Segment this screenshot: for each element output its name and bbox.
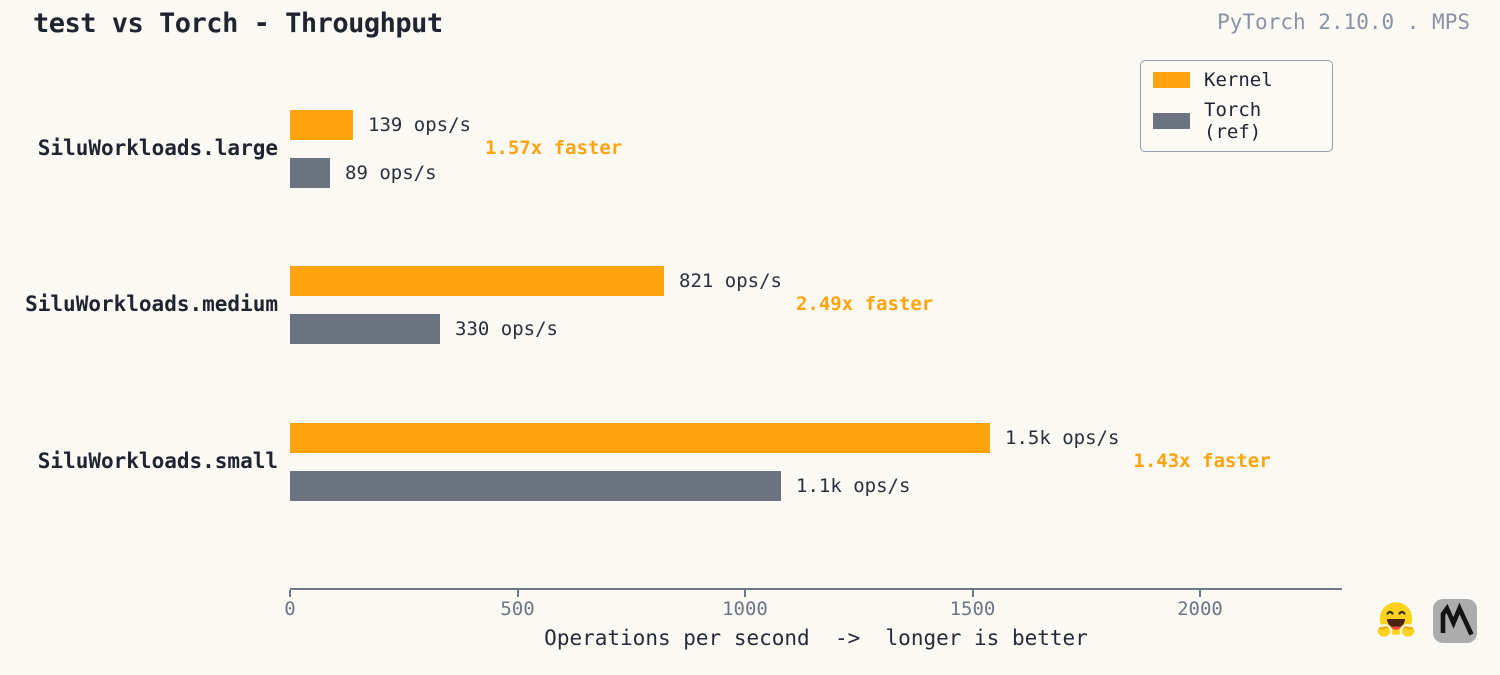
category-label: SiluWorkloads.large xyxy=(37,136,278,160)
hugging-face-icon xyxy=(1373,598,1419,644)
torch-bar xyxy=(290,471,781,501)
category-label: SiluWorkloads.small xyxy=(37,449,278,473)
legend-label-kernel: Kernel xyxy=(1204,69,1273,91)
x-axis-tick xyxy=(971,590,974,597)
torch-bar xyxy=(290,158,330,188)
x-axis-tick-label: 2000 xyxy=(1177,598,1223,620)
kernel-bar xyxy=(290,110,353,140)
x-axis-tick-label: 0 xyxy=(284,598,296,620)
footer-icons xyxy=(1373,598,1477,644)
legend-entry-torch: Torch (ref) xyxy=(1153,99,1320,143)
x-axis-tick-label: 1500 xyxy=(949,598,996,620)
legend-entry-kernel: Kernel xyxy=(1153,69,1320,91)
kernel-bar xyxy=(290,266,664,296)
kernel-value-label: 139 ops/s xyxy=(368,114,471,136)
torch-value-label: 1.1k ops/s xyxy=(796,475,911,497)
legend-label-torch: Torch (ref) xyxy=(1204,99,1262,143)
torch-swatch xyxy=(1153,113,1190,129)
torch-value-label: 330 ops/s xyxy=(455,318,558,340)
speedup-label: 1.57x faster xyxy=(484,137,623,159)
legend: Kernel Torch (ref) xyxy=(1140,60,1333,152)
category-label: SiluWorkloads.medium xyxy=(25,292,278,316)
x-axis-tick xyxy=(289,590,291,597)
kernel-value-label: 821 ops/s xyxy=(679,270,782,292)
kernel-value-label: 1.5k ops/s xyxy=(1005,427,1120,449)
x-axis-tick xyxy=(1199,590,1201,597)
backend-version-label: PyTorch 2.10.0 . MPS xyxy=(1217,10,1470,34)
speedup-label: 1.43x faster xyxy=(1133,450,1271,472)
kernel-swatch xyxy=(1153,72,1190,88)
x-axis-tick xyxy=(516,590,519,597)
speedup-label: 2.49x faster xyxy=(795,293,934,315)
torch-value-label: 89 ops/s xyxy=(345,162,437,184)
kernel-bar xyxy=(290,423,990,453)
x-axis-line xyxy=(290,588,1342,590)
x-axis-tick-label: 1000 xyxy=(722,598,768,620)
x-axis-title: Operations per second -> longer is bette… xyxy=(544,626,1088,650)
x-axis-tick xyxy=(744,590,746,597)
x-axis-tick-label: 500 xyxy=(500,598,535,620)
chart-title: test vs Torch - Throughput xyxy=(33,8,443,39)
torch-bar xyxy=(290,314,440,344)
kernels-logo-icon xyxy=(1433,599,1477,643)
